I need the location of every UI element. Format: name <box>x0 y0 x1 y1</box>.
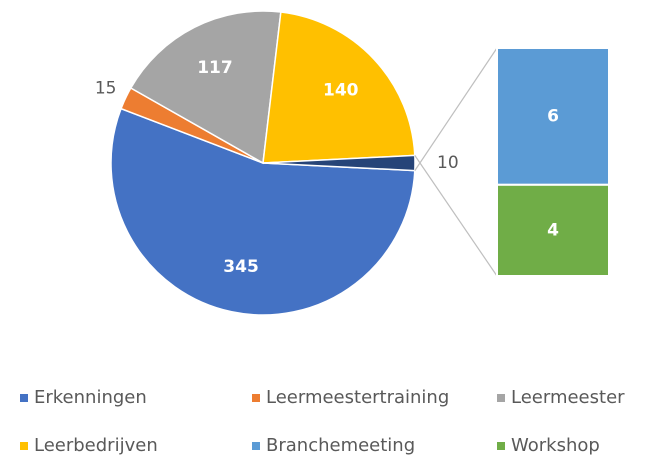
legend-label: Leerbedrijven <box>34 435 158 456</box>
bar-label: 6 <box>547 106 559 126</box>
legend-label: Branchemeeting <box>266 435 415 456</box>
legend-label: Erkenningen <box>34 387 147 408</box>
legend-swatch <box>252 394 260 402</box>
pie-slice <box>262 11 416 164</box>
bar-segment <box>496 183 610 277</box>
legend-swatch <box>497 442 505 450</box>
bar-label: 4 <box>547 220 559 240</box>
connector <box>414 47 498 171</box>
slice-label: 345 <box>223 257 259 277</box>
slice-label: 140 <box>323 80 359 100</box>
legend-label: Leermeester <box>511 387 625 408</box>
connector <box>414 155 498 277</box>
legend-label: Leermeestertraining <box>266 387 449 408</box>
legend-swatch <box>497 394 505 402</box>
slice-label: 117 <box>197 58 233 78</box>
slice-label: 10 <box>437 153 459 173</box>
pie-slice <box>129 10 282 165</box>
slice-label: 15 <box>95 79 117 99</box>
legend-swatch <box>252 442 260 450</box>
legend-swatch <box>20 442 28 450</box>
bar-segment <box>496 47 610 186</box>
pie-slice <box>110 107 416 316</box>
legend-label: Workshop <box>511 435 600 456</box>
legend-swatch <box>20 394 28 402</box>
